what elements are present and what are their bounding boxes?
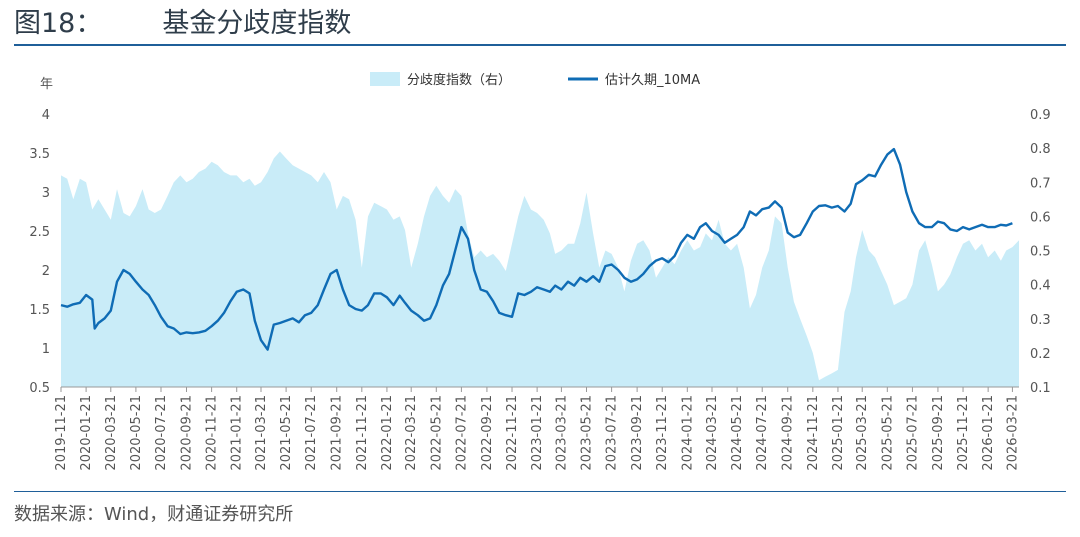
area-fill-divergence-index	[61, 151, 1019, 387]
right-tick-label: 0.6	[1030, 210, 1051, 225]
x-tick-label: 2023-03-21	[554, 395, 569, 471]
x-tick-label: 2020-05-21	[129, 395, 144, 471]
right-tick-label: 0.8	[1030, 142, 1051, 157]
bottom-rule	[14, 491, 1066, 492]
left-tick-label: 1.5	[29, 303, 50, 318]
left-tick-label: 3	[42, 186, 50, 201]
x-tick-label: 2021-09-21	[330, 395, 345, 471]
x-tick-label: 2024-01-21	[680, 395, 695, 471]
x-tick-label: 2022-11-21	[505, 395, 520, 471]
x-tick-label: 2025-09-21	[931, 395, 946, 471]
x-tick-label: 2022-01-21	[380, 395, 395, 471]
x-tick-label: 2026-03-21	[1005, 395, 1020, 471]
x-tick-label: 2026-01-21	[981, 395, 996, 471]
x-tick-label: 2019-11-21	[54, 395, 69, 471]
left-tick-label: 4	[42, 108, 50, 123]
right-tick-label: 0.9	[1030, 108, 1051, 123]
x-tick-label: 2020-03-21	[104, 395, 119, 471]
left-tick-label: 0.5	[29, 381, 50, 396]
x-tick-label: 2022-03-21	[404, 395, 419, 471]
x-tick-label: 2023-07-21	[605, 395, 620, 471]
x-tick-label: 2020-01-21	[79, 395, 94, 471]
legend-label-line: 估计久期_10MA	[605, 73, 700, 88]
x-tick-label: 2024-05-21	[730, 395, 745, 471]
legend-label-area: 分歧度指数（右）	[407, 72, 511, 88]
source-note: 数据来源：Wind，财通证券研究所	[14, 504, 294, 525]
figure-title: 图18： 基金分歧度指数	[14, 4, 351, 44]
left-tick-label: 1	[42, 342, 50, 357]
line-series	[60, 147, 1013, 351]
right-tick-label: 0.3	[1030, 313, 1051, 328]
x-tick-label: 2024-03-21	[705, 395, 720, 471]
x-tick-label: 2023-11-21	[655, 395, 670, 471]
x-tick-label: 2024-11-21	[806, 395, 821, 471]
line-duration-10ma	[60, 147, 1013, 351]
x-axis-ticks: 2019-11-21 2020-01-21 2020-03-21 2020-05-21…	[54, 387, 1020, 471]
x-tick-label: 2021-07-21	[304, 395, 319, 471]
x-tick-label: 2021-01-21	[230, 395, 245, 471]
left-tick-label: 3.5	[29, 147, 50, 162]
x-tick-label: 2025-01-21	[831, 395, 846, 471]
left-axis-ticks: 0.5 1 1.5 2 2.5 3 3.5 4	[29, 108, 50, 396]
left-tick-label: 2.5	[29, 225, 50, 240]
x-tick-label: 2020-07-21	[154, 395, 169, 471]
right-tick-label: 0.2	[1030, 347, 1051, 362]
legend: 分歧度指数（右） 估计久期_10MA	[370, 72, 700, 88]
x-tick-label: 2021-03-21	[254, 395, 269, 471]
right-tick-label: 0.5	[1030, 245, 1051, 260]
chart: 分歧度指数（右） 估计久期_10MA 年 0.5 1 1.5 2 2.5 3 3.5 4 0.…	[29, 72, 1051, 471]
x-tick-label: 2025-03-21	[855, 395, 870, 471]
x-tick-label: 2025-11-21	[956, 395, 971, 471]
figure-title-text: 基金分歧度指数	[162, 8, 352, 39]
figure-number: 图18：	[14, 8, 103, 39]
x-tick-label: 2021-11-21	[355, 395, 370, 471]
right-tick-label: 0.1	[1030, 381, 1051, 396]
x-tick-label: 2024-07-21	[755, 395, 770, 471]
right-axis-ticks: 0.1 0.2 0.3 0.4 0.5 0.6 0.7 0.8 0.9	[1030, 108, 1051, 396]
legend-swatch-area	[370, 72, 400, 86]
x-tick-label: 2020-11-21	[205, 395, 220, 471]
x-tick-label: 2023-05-21	[580, 395, 595, 471]
x-tick-label: 2024-09-21	[781, 395, 796, 471]
x-tick-label: 2022-09-21	[480, 395, 495, 471]
x-tick-label: 2023-01-21	[530, 395, 545, 471]
x-tick-label: 2025-05-21	[880, 395, 895, 471]
x-tick-label: 2023-09-21	[630, 395, 645, 471]
x-tick-label: 2022-07-21	[454, 395, 469, 471]
top-rule	[14, 44, 1066, 46]
area-series	[61, 151, 1019, 387]
x-tick-label: 2020-09-21	[180, 395, 195, 471]
x-tick-label: 2025-07-21	[905, 395, 920, 471]
x-tick-label: 2022-05-21	[429, 395, 444, 471]
left-axis-unit: 年	[40, 77, 53, 92]
x-tick-label: 2021-05-21	[279, 395, 294, 471]
left-tick-label: 2	[42, 264, 50, 279]
right-tick-label: 0.7	[1030, 176, 1051, 191]
right-tick-label: 0.4	[1030, 279, 1051, 294]
